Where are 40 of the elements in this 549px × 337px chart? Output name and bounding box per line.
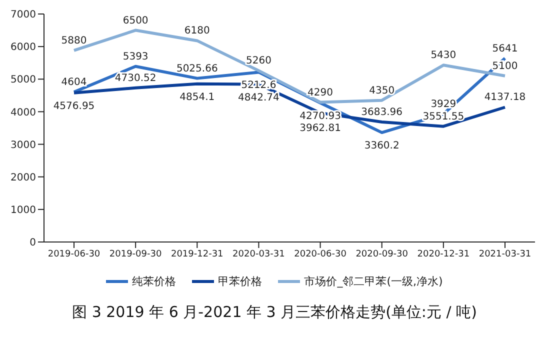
data-label: 5025.66 — [176, 63, 218, 74]
x-tick-label: 2019-12-31 — [170, 249, 224, 260]
data-label: 5880 — [61, 35, 87, 46]
data-label: 4270.93 — [300, 110, 341, 122]
data-label: 5641 — [492, 43, 518, 54]
data-label: 4290 — [308, 87, 334, 98]
x-tick-label: 2020-12-31 — [417, 249, 470, 260]
data-label: 6180 — [184, 26, 210, 37]
data-label: 4730.52 — [114, 72, 156, 84]
y-tick-label: 5000 — [10, 74, 36, 86]
x-tick-label: 2019-09-30 — [109, 249, 162, 260]
x-tick-label: 2020-06-30 — [294, 249, 347, 260]
x-tick-label: 2020-09-30 — [356, 249, 408, 260]
data-label: 4137.18 — [484, 92, 526, 104]
data-label: 5393 — [122, 51, 148, 62]
x-tick-label: 2021-03-31 — [478, 249, 532, 260]
data-label: 4604 — [61, 77, 87, 88]
text: 图 3 2019 年 6 月-2021 年 3 月三苯价格走势(单位:元 / 吨) — [71, 303, 478, 322]
y-tick-label: 3000 — [10, 140, 36, 151]
data-label: 4350 — [369, 85, 395, 96]
data-label: 4854.1 — [180, 92, 215, 103]
data-label: 3683.96 — [361, 107, 403, 118]
data-label: 5260 — [246, 56, 272, 67]
y-tick-label: 4000 — [10, 107, 36, 118]
data-label: 3962.81 — [300, 122, 341, 134]
data-label: 3360.2 — [364, 140, 400, 152]
y-tick-label: 2000 — [10, 172, 36, 184]
y-tick-label: 0 — [30, 238, 36, 249]
y-tick-label: 1000 — [10, 204, 36, 216]
y-tick-label: 6000 — [10, 42, 36, 54]
y-tick-label: 7000 — [10, 10, 36, 21]
x-tick-label: 2020-03-31 — [232, 249, 285, 260]
legend-label: 纯苯价格 — [131, 274, 176, 289]
data-label: 6500 — [122, 15, 148, 26]
data-label: 4842.74 — [238, 92, 280, 104]
data-label: 5430 — [430, 50, 456, 62]
data-label: 4576.95 — [53, 100, 95, 112]
legend-label: 甲苯价格 — [217, 274, 262, 289]
x-tick-label: 2019-06-30 — [48, 249, 100, 260]
legend-label: 市场价_邻二甲苯(一级,净水) — [303, 274, 443, 289]
